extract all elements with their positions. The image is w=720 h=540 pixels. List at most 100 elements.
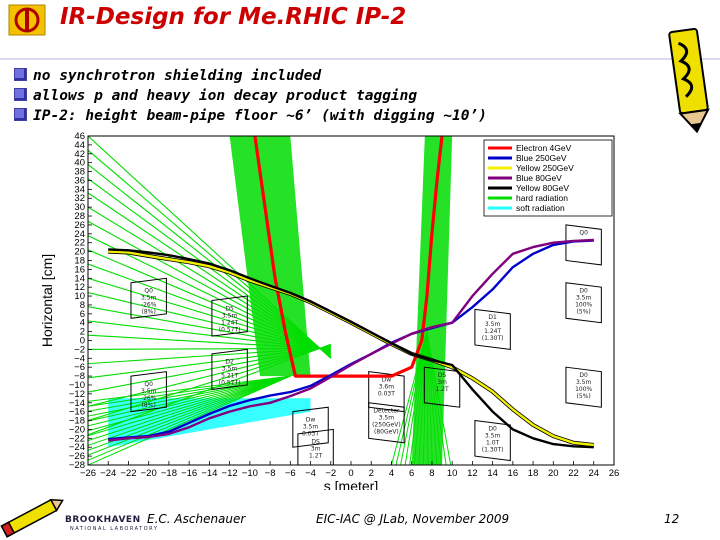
magnet-label: 1.0T <box>486 439 500 446</box>
magnet-label: (8%) <box>142 402 156 409</box>
x-tick-label: −16 <box>181 468 197 479</box>
magnet-outline <box>565 366 602 408</box>
x-tick-label: 18 <box>528 468 539 479</box>
magnet-label: 3.6m <box>379 383 395 390</box>
magnet-outline <box>474 419 511 462</box>
bullet-item: IP-2: height beam-pipe floor ~6’ (with d… <box>14 106 487 126</box>
logo-text: BROOKHAVEN <box>65 515 141 525</box>
y-tick-label: 18 <box>74 255 85 266</box>
y-tick-label: 30 <box>74 202 85 213</box>
hard-radiation-ray <box>426 331 433 465</box>
institution-logo <box>8 4 46 36</box>
x-tick-label: −8 <box>265 468 276 479</box>
x-tick-label: 2 <box>369 468 374 479</box>
hard-radiation-ray <box>88 220 332 355</box>
magnet-label: 100% <box>575 301 592 308</box>
magnet-label: (250GeV) <box>372 422 401 429</box>
x-axis-label: s [meter] <box>324 478 378 490</box>
hard-radiation-ray <box>88 375 291 427</box>
y-tick-label: 22 <box>74 238 85 249</box>
x-tick-label: 20 <box>548 468 559 479</box>
magnet-label: 3.5m <box>576 294 592 301</box>
y-tick-label: 42 <box>74 149 85 160</box>
magnet-label: Q0 <box>144 381 153 388</box>
hard-radiation-ray <box>413 331 428 465</box>
hard-radiation-ray <box>88 235 332 355</box>
x-tick-label: −22 <box>120 468 136 479</box>
bullet-item: no synchrotron shielding included <box>14 66 487 86</box>
hard-radiation-ray <box>88 206 332 356</box>
hard-radiation-ray <box>418 331 428 465</box>
x-tick-label: 6 <box>409 468 414 479</box>
y-tick-label: −16 <box>69 407 85 418</box>
magnet-label: Dw <box>306 416 316 423</box>
magnet-label: D0 <box>488 425 497 432</box>
magnet-label: Q0 <box>144 287 153 294</box>
magnet-label: 3m <box>437 379 447 386</box>
magnet-label: 3.5m <box>485 321 501 328</box>
hard-radiation-ray <box>88 375 291 402</box>
magnet-label: D0 <box>579 372 588 379</box>
brookhaven-logo <box>0 498 64 538</box>
series-line <box>108 238 594 442</box>
pencil-icon <box>668 28 710 134</box>
x-tick-label: 4 <box>389 468 394 479</box>
hard-radiation-ray <box>88 375 291 422</box>
legend-label: hard radiation <box>516 193 568 203</box>
bullet-text: allows p and heavy ion decay product tag… <box>33 88 418 104</box>
magnet-label: (1.30T) <box>482 335 504 342</box>
y-tick-label: −28 <box>69 460 85 471</box>
magnet-outline <box>368 402 405 444</box>
y-tick-label: 4 <box>80 318 85 329</box>
hard-radiation-ray <box>422 331 428 465</box>
logo-subtext: NATIONAL LABORATORY <box>70 526 159 532</box>
magnet-outline <box>565 282 602 324</box>
y-tick-label: 20 <box>74 247 85 258</box>
hard-radiation-ray <box>88 375 291 446</box>
x-tick-label: 8 <box>429 468 434 479</box>
y-tick-label: −2 <box>74 344 85 355</box>
magnet-label: -26% <box>141 301 157 308</box>
hard-radiation-ray <box>88 277 331 353</box>
hard-radiation-ray <box>88 375 291 417</box>
magnet-label: D2 <box>225 359 234 366</box>
magnet-label: (8%) <box>142 308 156 315</box>
y-tick-label: 40 <box>74 158 85 169</box>
x-tick-label: 0 <box>348 468 353 479</box>
y-tick-label: 24 <box>74 229 85 240</box>
magnet-label: D1 <box>488 314 497 321</box>
magnet-label: 3.5m <box>485 432 501 439</box>
hard-radiation-ray <box>88 375 291 442</box>
y-tick-label: 16 <box>74 264 85 275</box>
magnet-outline <box>474 308 511 350</box>
bullet-list: no synchrotron shielding included allows… <box>14 66 487 126</box>
x-tick-label: 24 <box>588 468 599 479</box>
magnet-label: 3m <box>311 446 321 453</box>
x-tick-label: −18 <box>161 468 177 479</box>
hard-radiation-ray <box>88 263 331 353</box>
hard-radiation-ray <box>88 149 332 359</box>
y-axis-label: Horizontal [cm] <box>39 254 55 347</box>
magnet-label: 0.03T <box>302 430 319 437</box>
magnet-label: 3.5m <box>222 312 238 319</box>
magnet-label: 3.5m <box>222 366 238 373</box>
x-tick-label: −10 <box>242 468 258 479</box>
hard-radiation-ray <box>88 375 291 412</box>
x-tick-label: −12 <box>222 468 238 479</box>
magnet-label: 5.21T <box>221 373 238 380</box>
magnet-label: 3.5m <box>141 294 157 301</box>
page-number: 12 <box>664 512 680 526</box>
magnet-label: (0.57T) <box>219 326 241 333</box>
hard-radiation-ray <box>88 375 291 456</box>
hard-radiation-ray <box>426 331 429 465</box>
legend-label: Blue 250GeV <box>516 153 567 163</box>
hard-radiation-ray <box>88 320 331 351</box>
magnet-outline <box>211 348 248 390</box>
magnet-label: Detector <box>373 408 400 415</box>
hard-radiation-ray <box>404 331 428 465</box>
magnet-label: (0.57T) <box>219 380 241 387</box>
bullet-text: no synchrotron shielding included <box>33 68 322 84</box>
y-tick-label: −8 <box>74 371 85 382</box>
magnet-label: (80GeV) <box>374 429 399 436</box>
bullet-item: allows p and heavy ion decay product tag… <box>14 86 487 106</box>
